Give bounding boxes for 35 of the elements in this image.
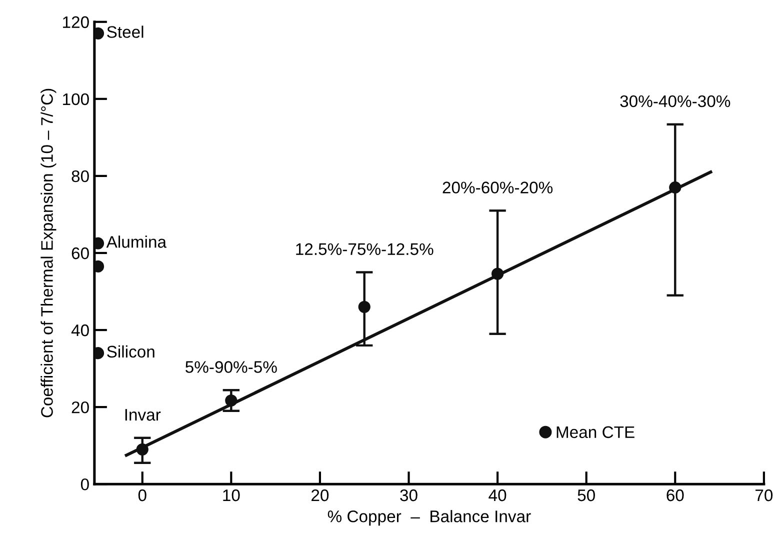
point [358,300,370,313]
x-axis-title: % Copper – Balance Invar [328,510,531,526]
annotation: Steel [107,26,144,38]
x-tick-label: 70 [756,489,773,502]
point [94,237,104,250]
y-tick-label: 100 [63,93,89,106]
y-tick-label: 60 [72,247,89,260]
annotation: Silicon [107,345,154,358]
point [669,181,682,194]
point [225,394,238,407]
annotation: Alumina [106,236,167,248]
y-tick-label: 80 [72,170,89,182]
point [94,27,104,40]
annotation: 30%-40%-30% [620,95,730,108]
x-tick-label: 10 [223,489,240,502]
point [136,443,148,456]
annotation: 12.5%-75%-12.5% [296,243,434,256]
y-tick-label: 20 [72,401,89,414]
y-axis-title: Coefficient of Thermal Expansion (10 – 7/°C) [40,88,56,418]
y-tick-label: 120 [63,16,89,28]
annotation: 20%-60%-20% [442,182,553,194]
point [94,260,104,273]
x-tick-label: 20 [312,489,329,502]
annotation: 5%-90%-5% [186,361,277,373]
y-tick-label: 0 [80,478,89,490]
legend-label: Mean CTE [556,426,634,438]
x-tick-label: 40 [488,489,506,502]
point [491,268,504,280]
x-tick-label: 0 [138,489,146,502]
y-tick-label: 40 [71,324,89,336]
x-tick-label: 30 [400,489,418,502]
x-tick-label: 60 [666,489,684,502]
annotation: Invar [125,409,161,421]
point [94,347,104,360]
x-tick-label: 50 [578,489,595,502]
